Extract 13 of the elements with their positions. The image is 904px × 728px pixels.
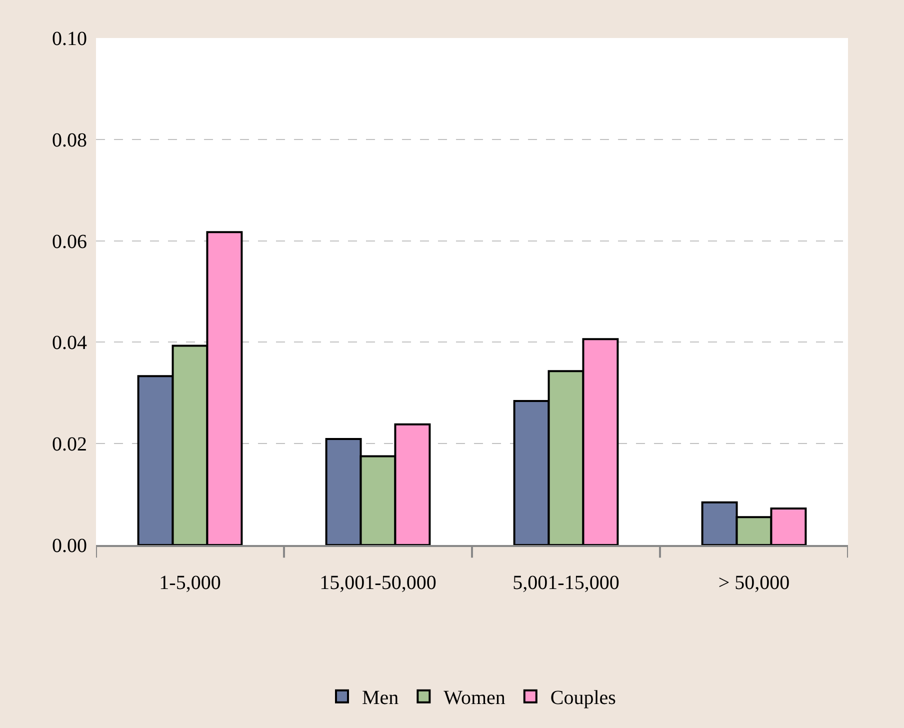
x-tick-label: 15,001-50,000 — [320, 572, 436, 594]
y-tick-label: 0.02 — [52, 434, 87, 456]
y-tick-label: 0.04 — [52, 332, 87, 354]
x-tick-label: > 50,000 — [718, 572, 790, 594]
legend-label: Couples — [550, 687, 616, 710]
x-tick-label: 5,001-15,000 — [512, 572, 620, 594]
y-tick-label: 0.10 — [52, 28, 87, 50]
y-tick-label: 0.00 — [52, 535, 87, 557]
y-tick-label: 0.08 — [52, 129, 87, 152]
y-tick-label: 0.06 — [52, 230, 87, 253]
legend-label: Women — [444, 687, 506, 710]
x-tick-label: 1-5,000 — [159, 572, 221, 594]
legend-label: Men — [362, 687, 399, 710]
